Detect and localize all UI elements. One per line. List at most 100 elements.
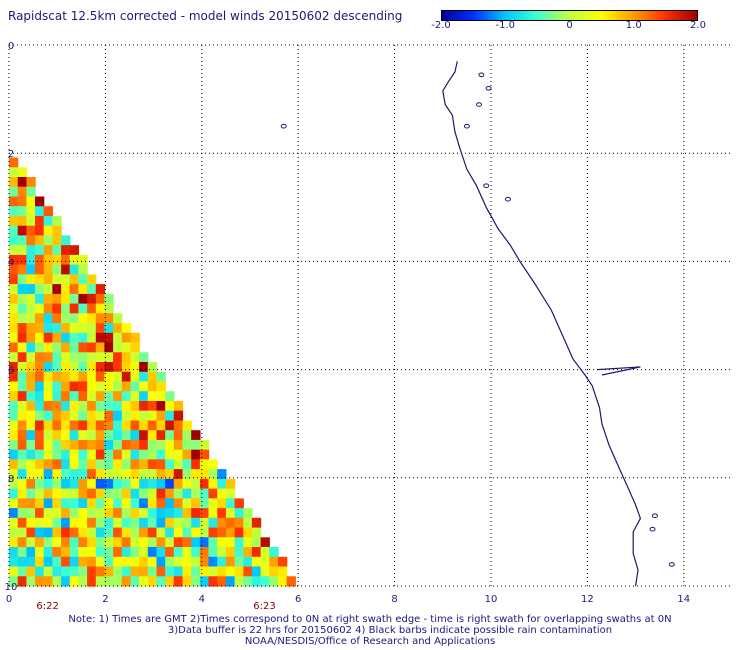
wind-cell bbox=[173, 517, 184, 529]
wind-cell bbox=[17, 274, 27, 285]
wind-cell bbox=[43, 362, 53, 373]
wind-cell bbox=[191, 439, 201, 451]
wind-cell bbox=[217, 488, 227, 499]
wind-cell bbox=[35, 274, 45, 285]
wind-cell bbox=[217, 478, 227, 490]
wind-cell bbox=[35, 391, 45, 402]
wind-cell bbox=[121, 352, 132, 363]
wind-cell bbox=[35, 537, 45, 548]
wind-cell bbox=[95, 498, 106, 509]
wind-cell bbox=[121, 410, 132, 421]
island-outline bbox=[649, 526, 656, 532]
wind-cell bbox=[269, 566, 279, 577]
wind-cell bbox=[130, 381, 140, 392]
axis-labels: 0 2 4 6 8 10 12 14 0 2 4 6 8 10 6:22 6:23 bbox=[5, 41, 691, 610]
wind-cell bbox=[95, 284, 106, 295]
wind-cell bbox=[52, 547, 62, 558]
wind-cell bbox=[121, 488, 132, 499]
wind-cell bbox=[17, 177, 27, 188]
wind-cell bbox=[69, 498, 79, 509]
wind-cell bbox=[78, 537, 88, 548]
wind-cell bbox=[182, 478, 192, 490]
wind-cell bbox=[139, 547, 149, 558]
wind-cell bbox=[113, 332, 123, 344]
wind-cell bbox=[61, 235, 71, 246]
wind-cell bbox=[165, 439, 175, 451]
wind-cell bbox=[87, 352, 97, 363]
wind-cell bbox=[130, 352, 140, 363]
wind-cell bbox=[217, 527, 227, 538]
wind-cell bbox=[35, 362, 45, 373]
wind-cell bbox=[69, 293, 79, 305]
wind-cell bbox=[139, 371, 149, 383]
wind-cell bbox=[121, 478, 132, 490]
wind-cell bbox=[17, 449, 27, 460]
wind-cell bbox=[260, 556, 270, 568]
wind-cell bbox=[78, 293, 88, 305]
wind-cell bbox=[104, 410, 114, 421]
wind-cell bbox=[87, 547, 97, 558]
wind-cell bbox=[43, 566, 53, 577]
wind-cell bbox=[208, 508, 218, 519]
wind-cell bbox=[182, 439, 192, 451]
wind-cell bbox=[26, 498, 36, 509]
wind-cell bbox=[113, 430, 123, 441]
wind-cell bbox=[130, 420, 140, 431]
wind-cell bbox=[113, 556, 123, 568]
wind-cell bbox=[78, 391, 88, 402]
wind-cell bbox=[156, 381, 166, 392]
wind-cell bbox=[165, 410, 175, 421]
wind-cell bbox=[147, 410, 158, 421]
wind-cell bbox=[217, 508, 227, 519]
wind-cell bbox=[78, 576, 88, 587]
wind-cell bbox=[165, 469, 175, 480]
lat-lon-grid bbox=[8, 44, 732, 587]
wind-cell bbox=[9, 439, 19, 451]
wind-cell bbox=[217, 517, 227, 529]
wind-cell bbox=[208, 517, 218, 529]
wind-cell bbox=[87, 498, 97, 509]
wind-cell bbox=[43, 284, 53, 295]
wind-cell bbox=[17, 391, 27, 402]
wind-cell bbox=[95, 362, 106, 373]
wind-cell bbox=[95, 332, 106, 344]
coastline-path bbox=[442, 61, 642, 587]
wind-cell bbox=[139, 430, 149, 441]
wind-cell bbox=[182, 449, 192, 460]
wind-cell bbox=[61, 293, 71, 305]
wind-cell bbox=[87, 362, 97, 373]
wind-cell bbox=[269, 576, 279, 587]
wind-cell bbox=[52, 576, 62, 587]
island-outline bbox=[476, 102, 482, 107]
wind-cell bbox=[78, 420, 88, 431]
wind-cell bbox=[208, 478, 218, 490]
wind-cell bbox=[35, 401, 45, 412]
wind-cell bbox=[9, 245, 19, 256]
wind-cell bbox=[165, 488, 175, 499]
wind-cell bbox=[61, 245, 71, 256]
wind-cell bbox=[139, 556, 149, 568]
wind-cell bbox=[217, 469, 227, 480]
y-axis-tick-label: 0 bbox=[8, 41, 14, 52]
wind-cell bbox=[43, 478, 53, 490]
wind-difference-swath bbox=[9, 157, 296, 587]
wind-cell bbox=[35, 381, 45, 392]
wind-cell bbox=[87, 537, 97, 548]
wind-cell bbox=[113, 323, 123, 334]
wind-cell bbox=[78, 332, 88, 344]
wind-cell bbox=[165, 547, 175, 558]
wind-cell bbox=[104, 498, 114, 509]
wind-cell bbox=[26, 284, 36, 295]
wind-cell bbox=[251, 537, 262, 548]
wind-cell bbox=[87, 420, 97, 431]
wind-cell bbox=[139, 439, 149, 451]
wind-cell bbox=[104, 303, 114, 314]
wind-cell bbox=[9, 478, 19, 490]
wind-cell bbox=[35, 478, 45, 490]
wind-cell bbox=[26, 323, 36, 334]
wind-cell bbox=[113, 449, 123, 460]
wind-cell bbox=[61, 459, 71, 470]
wind-cell bbox=[130, 478, 140, 490]
wind-cell bbox=[130, 556, 140, 568]
wind-cell bbox=[61, 313, 71, 324]
